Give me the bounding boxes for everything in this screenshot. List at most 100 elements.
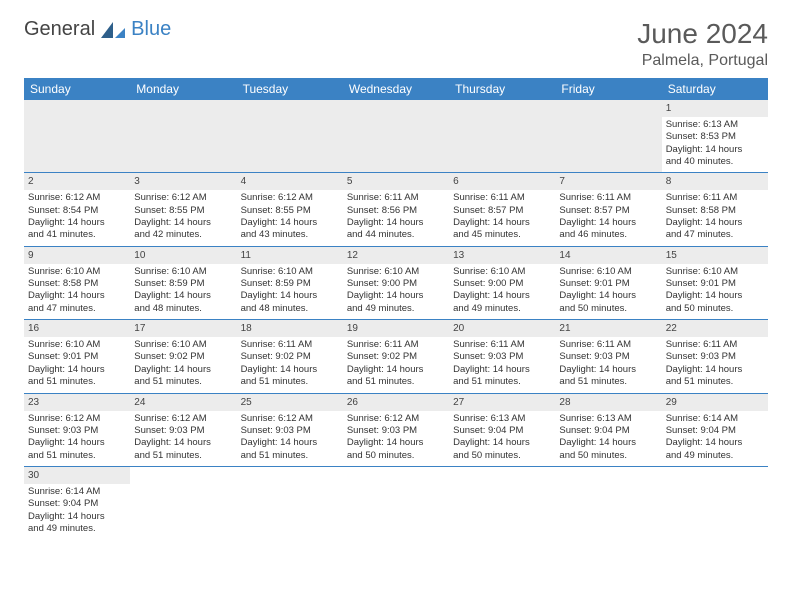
daylight-line-1: Daylight: 14 hours <box>347 217 445 229</box>
daylight-line-1: Daylight: 14 hours <box>241 217 339 229</box>
daylight-line-2: and 51 minutes. <box>134 450 232 462</box>
sunset-line: Sunset: 9:02 PM <box>241 351 339 363</box>
day-number: 6 <box>449 173 555 190</box>
day-number: 17 <box>130 320 236 337</box>
day-cell: 6 Sunrise: 6:11 AMSunset: 8:57 PMDaylight… <box>449 173 555 246</box>
sunset-line: Sunset: 9:00 PM <box>453 278 551 290</box>
daylight-line-2: and 44 minutes. <box>347 229 445 241</box>
sunrise-line: Sunrise: 6:10 AM <box>28 339 126 351</box>
day-number: 5 <box>343 173 449 190</box>
day-number: 15 <box>662 247 768 264</box>
day-cell: 7Sunrise: 6:11 AMSunset: 8:57 PMDaylight… <box>555 173 661 246</box>
day-cell: 12Sunrise: 6:10 AMSunset: 9:00 PMDayligh… <box>343 246 449 319</box>
day-number: 3 <box>130 173 236 190</box>
day-cell: 11Sunrise: 6:10 AMSunset: 8:59 PMDayligh… <box>237 246 343 319</box>
daylight-line-2: and 48 minutes. <box>241 303 339 315</box>
sunset-line: Sunset: 8:57 PM <box>453 205 551 217</box>
day-number: 14 <box>555 247 661 264</box>
day-cell: 4Sunrise: 6:12 AMSunset: 8:55 PMDaylight… <box>237 173 343 246</box>
day-cell: 21Sunrise: 6:11 AMSunset: 9:03 PMDayligh… <box>555 320 661 393</box>
daylight-line-2: and 47 minutes. <box>666 229 764 241</box>
day-number: 29 <box>662 394 768 411</box>
sunset-line: Sunset: 9:03 PM <box>241 425 339 437</box>
title-block: June 2024 Palmela, Portugal <box>637 18 768 70</box>
sunset-line: Sunset: 9:04 PM <box>28 498 126 510</box>
daylight-line-2: and 50 minutes. <box>559 450 657 462</box>
sunset-line: Sunset: 8:58 PM <box>28 278 126 290</box>
sunrise-line: Sunrise: 6:11 AM <box>559 339 657 351</box>
day-number: 4 <box>237 173 343 190</box>
daylight-line-2: and 51 minutes. <box>28 376 126 388</box>
daylight-line-1: Daylight: 14 hours <box>666 290 764 302</box>
day-cell <box>237 100 343 173</box>
day-cell: 10Sunrise: 6:10 AMSunset: 8:59 PMDayligh… <box>130 246 236 319</box>
sunset-line: Sunset: 9:03 PM <box>134 425 232 437</box>
day-number: 2 <box>24 173 130 190</box>
daylight-line-2: and 50 minutes. <box>666 303 764 315</box>
sunset-line: Sunset: 8:59 PM <box>134 278 232 290</box>
sunset-line: Sunset: 8:53 PM <box>666 131 764 143</box>
sunset-line: Sunset: 9:02 PM <box>134 351 232 363</box>
sunrise-line: Sunrise: 6:10 AM <box>559 266 657 278</box>
day-cell: 27Sunrise: 6:13 AMSunset: 9:04 PMDayligh… <box>449 393 555 466</box>
day-cell <box>24 100 130 173</box>
sunset-line: Sunset: 9:02 PM <box>347 351 445 363</box>
daylight-line-2: and 51 minutes. <box>28 450 126 462</box>
daylight-line-2: and 46 minutes. <box>559 229 657 241</box>
daylight-line-1: Daylight: 14 hours <box>28 511 126 523</box>
week-row: 2Sunrise: 6:12 AMSunset: 8:54 PMDaylight… <box>24 173 768 246</box>
week-row: 9 Sunrise: 6:10 AM Sunset: 8:58 PM Daylight… <box>24 246 768 319</box>
day-number: 28 <box>555 394 661 411</box>
daylight-line-2: and 43 minutes. <box>241 229 339 241</box>
sunrise-line: Sunrise: 6:11 AM <box>453 192 551 204</box>
day-cell: 14Sunrise: 6:10 AMSunset: 9:01 PMDayligh… <box>555 246 661 319</box>
daylight-line-2: and 49 minutes. <box>453 303 551 315</box>
day-cell <box>662 466 768 539</box>
sunrise-line: Sunrise: 6:11 AM <box>347 339 445 351</box>
day-cell: 25Sunrise: 6:12 AMSunset: 9:03 PMDayligh… <box>237 393 343 466</box>
day-cell <box>237 466 343 539</box>
sunset-line: Sunset: 8:59 PM <box>241 278 339 290</box>
day-number: 11 <box>237 247 343 264</box>
daylight-line-2: and 48 minutes. <box>134 303 232 315</box>
daylight-line-1: Daylight: 14 hours <box>666 364 764 376</box>
col-tuesday: Tuesday <box>237 78 343 100</box>
sunset-line: Sunset: 8:56 PM <box>347 205 445 217</box>
daylight-line-1: Daylight: 14 hours <box>666 144 764 156</box>
sunrise-line: Sunrise: 6:13 AM <box>453 413 551 425</box>
sunset-line: Sunset: 9:03 PM <box>559 351 657 363</box>
day-number: 9 <box>24 247 130 264</box>
day-number: 30 <box>24 467 130 484</box>
daylight-line-2: and 49 minutes. <box>666 450 764 462</box>
week-row: 16Sunrise: 6:10 AMSunset: 9:01 PMDayligh… <box>24 320 768 393</box>
daylight-line-1: Daylight: 14 hours <box>559 364 657 376</box>
day-cell: 18Sunrise: 6:11 AMSunset: 9:02 PMDayligh… <box>237 320 343 393</box>
daylight-line-1: Daylight: 14 hours <box>453 364 551 376</box>
day-cell: 29Sunrise: 6:14 AMSunset: 9:04 PMDayligh… <box>662 393 768 466</box>
sunset-line: Sunset: 9:03 PM <box>453 351 551 363</box>
sunset-line: Sunset: 9:01 PM <box>666 278 764 290</box>
sunset-line: Sunset: 9:04 PM <box>559 425 657 437</box>
col-wednesday: Wednesday <box>343 78 449 100</box>
sunrise-line: Sunrise: 6:12 AM <box>134 413 232 425</box>
daylight-line-1: Daylight: 14 hours <box>347 437 445 449</box>
col-sunday: Sunday <box>24 78 130 100</box>
daylight-line-2: and 49 minutes. <box>347 303 445 315</box>
sunrise-line: Sunrise: 6:12 AM <box>241 413 339 425</box>
daylight-line-1: Daylight: 14 hours <box>666 437 764 449</box>
day-cell <box>555 100 661 173</box>
day-number: 12 <box>343 247 449 264</box>
daylight-line-2: and 51 minutes. <box>666 376 764 388</box>
sunset-line: Sunset: 9:04 PM <box>453 425 551 437</box>
day-cell: 16Sunrise: 6:10 AMSunset: 9:01 PMDayligh… <box>24 320 130 393</box>
sunset-line: Sunset: 9:04 PM <box>666 425 764 437</box>
header-row: General Blue June 2024 Palmela, Portugal <box>24 18 768 70</box>
day-number: 22 <box>662 320 768 337</box>
day-number: 25 <box>237 394 343 411</box>
daylight-line-1: Daylight: 14 hours <box>453 217 551 229</box>
daylight-line-2: and 50 minutes. <box>347 450 445 462</box>
day-number: 13 <box>449 247 555 264</box>
daylight-line-1: Daylight: 14 hours <box>241 364 339 376</box>
day-cell <box>343 466 449 539</box>
day-cell: 3Sunrise: 6:12 AMSunset: 8:55 PMDaylight… <box>130 173 236 246</box>
